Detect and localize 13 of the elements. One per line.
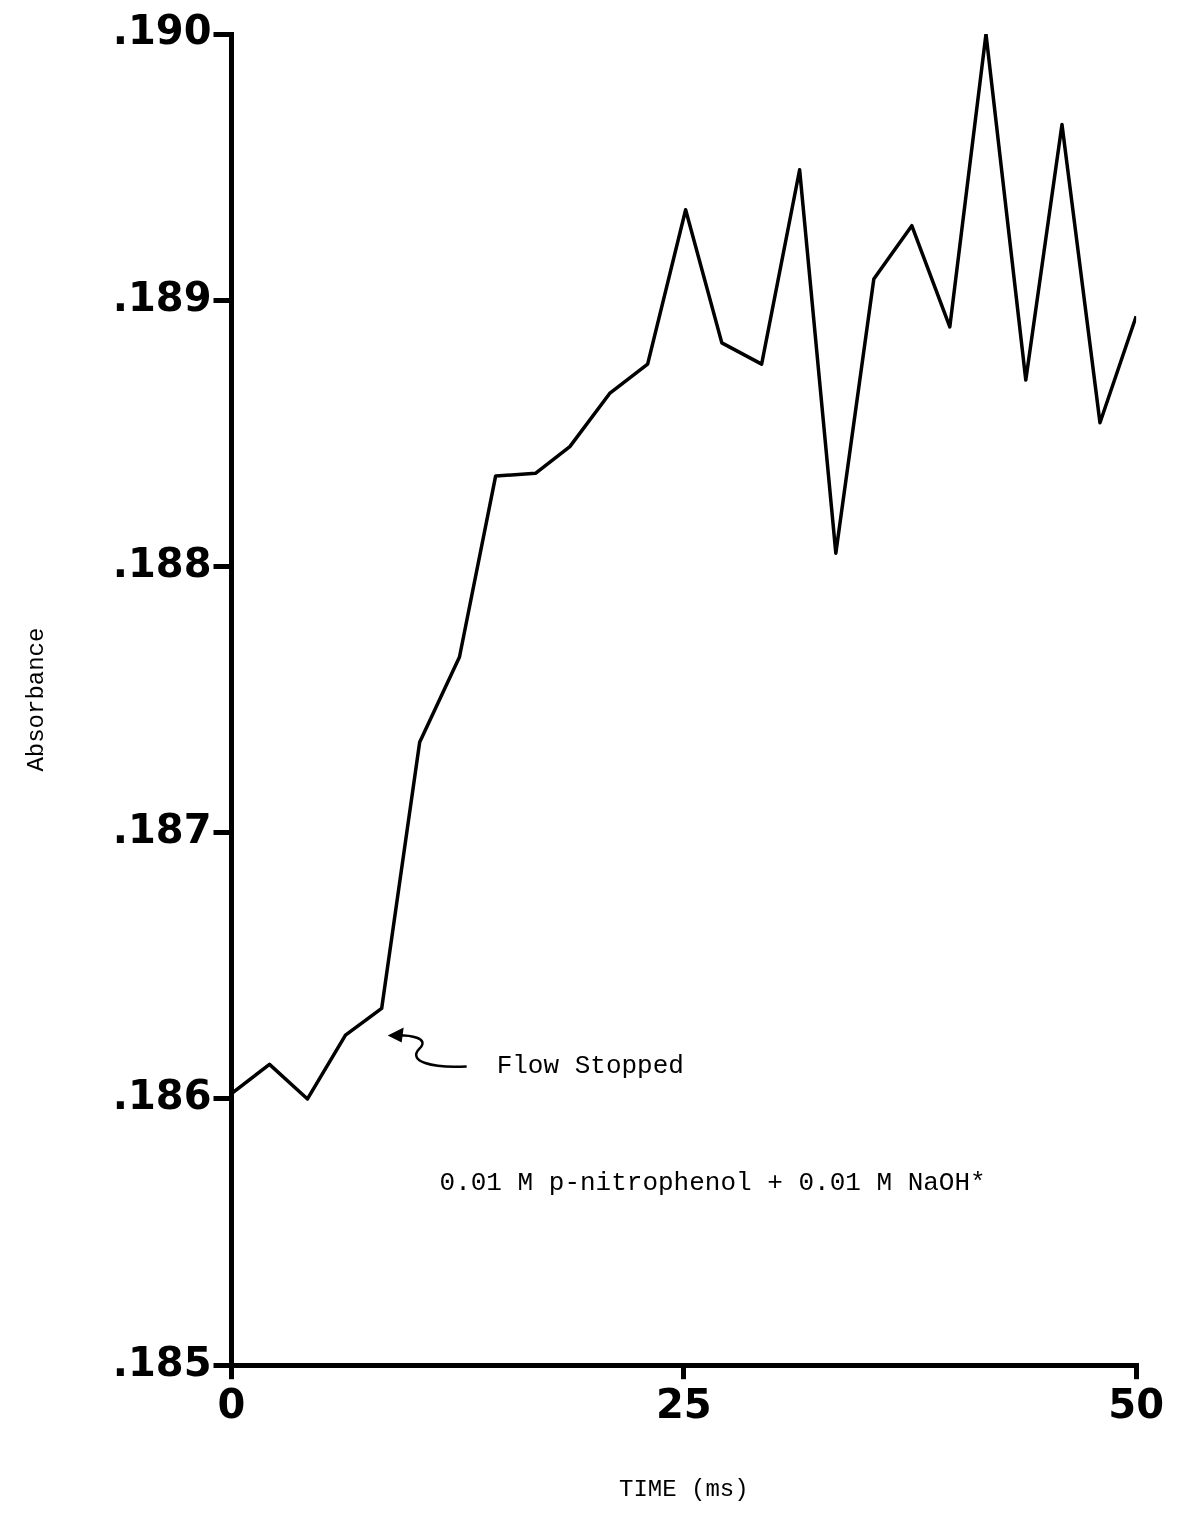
y-tick-label: .187 bbox=[112, 806, 212, 853]
x-tick-label: 50 bbox=[1108, 1380, 1164, 1427]
x-tick-label: 0 bbox=[217, 1380, 246, 1427]
y-tick-label: .190 bbox=[112, 7, 212, 54]
y-tick-label: .186 bbox=[112, 1072, 212, 1119]
y-axis-title: Absorbance bbox=[22, 627, 50, 772]
x-tick-label: 25 bbox=[655, 1380, 712, 1427]
y-tick-label: .188 bbox=[112, 539, 212, 586]
annotation: Flow Stopped bbox=[496, 1051, 684, 1082]
y-tick-label: .189 bbox=[112, 273, 212, 320]
y-tick-label: .185 bbox=[112, 1338, 212, 1385]
x-axis-title: TIME (ms) bbox=[619, 1475, 749, 1503]
annotation: 0.01 M p-nitrophenol + 0.01 M NaOH* bbox=[439, 1167, 986, 1198]
